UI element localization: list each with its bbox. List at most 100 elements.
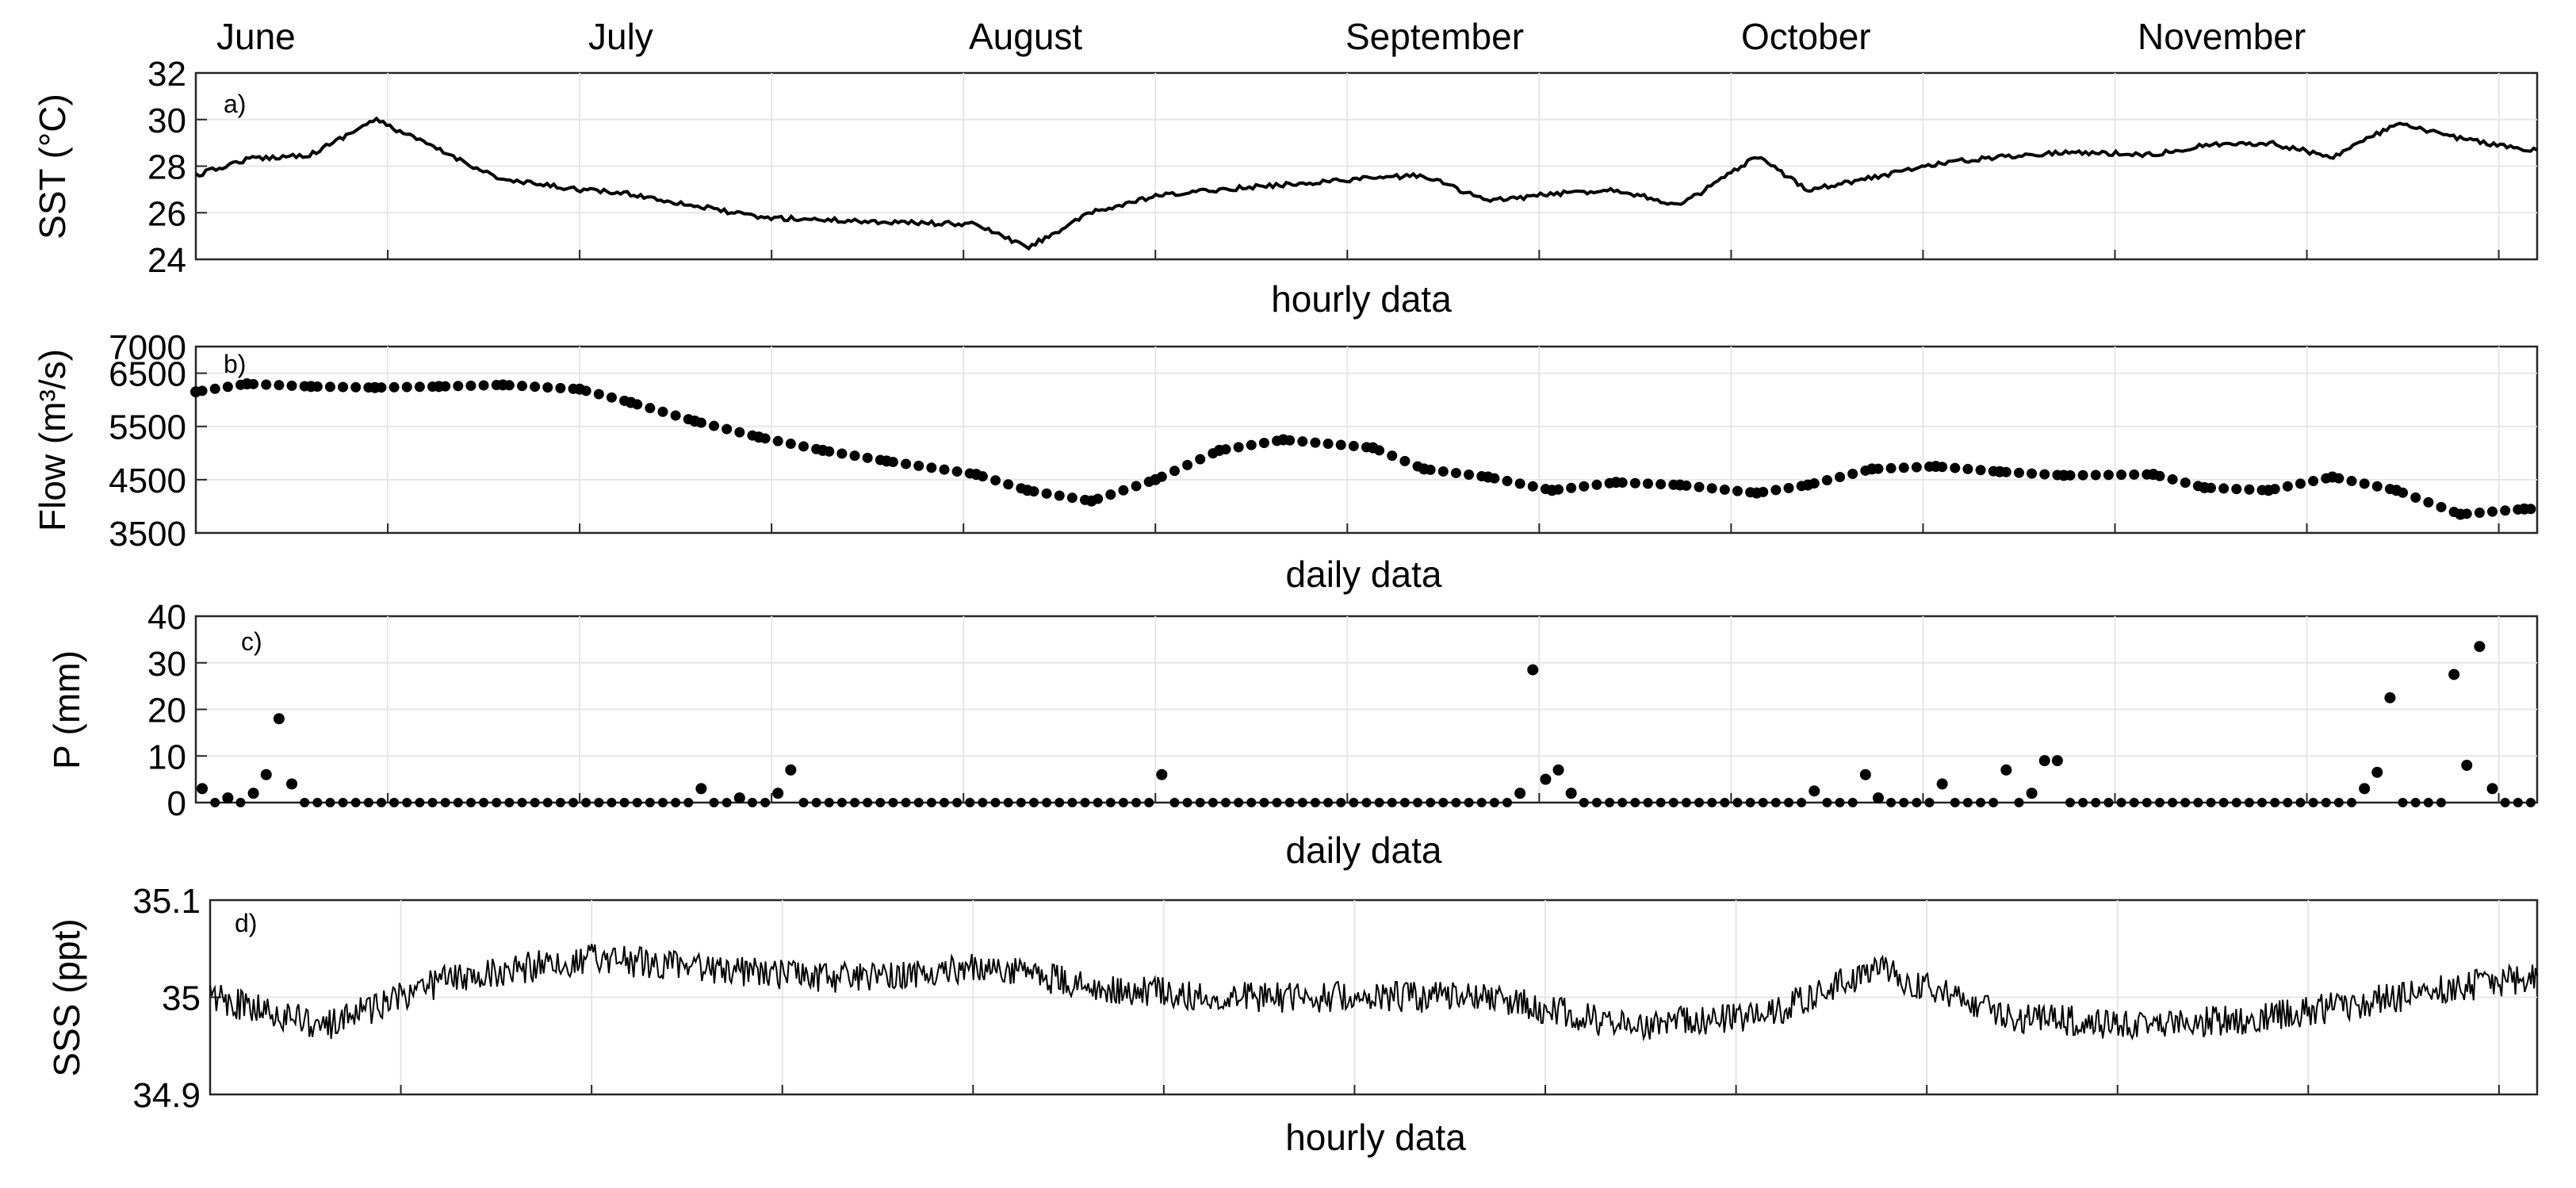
data-point (2038, 755, 2050, 767)
data-point (2013, 467, 2024, 478)
y-tick-label: 3500 (109, 515, 186, 554)
month-label-november: November (2138, 16, 2306, 57)
data-point (2326, 471, 2338, 483)
data-point (1872, 792, 1884, 804)
panel-precip-label: c) (241, 627, 262, 656)
data-point (1719, 484, 1730, 495)
data-point-zero (2116, 798, 2126, 807)
panel-sss-marks (209, 944, 2538, 1042)
data-point (1310, 437, 1321, 448)
data-point (1706, 483, 1717, 494)
data-point (222, 792, 234, 804)
data-point-zero (453, 798, 463, 807)
data-point (1975, 465, 1986, 476)
data-point (1770, 485, 1782, 496)
data-point (453, 381, 464, 392)
data-point (1041, 488, 1052, 499)
panel-flow-frame (194, 345, 2539, 535)
panel-sss-ylabel: SSS (ppt) (46, 918, 87, 1076)
data-point-zero (1169, 798, 1180, 807)
data-point-zero (1272, 798, 1282, 807)
data-point (709, 420, 720, 431)
data-point (593, 389, 604, 400)
data-point (2295, 478, 2306, 489)
data-point-zero (836, 798, 847, 807)
data-point (530, 381, 541, 393)
data-point (338, 381, 349, 393)
data-point-zero (722, 798, 732, 807)
data-point (1418, 463, 1430, 475)
data-point (1450, 467, 1461, 478)
data-point (1674, 479, 1686, 491)
data-point-zero (363, 798, 373, 807)
data-point (273, 713, 285, 725)
data-point-zero (952, 798, 963, 807)
data-point (1169, 466, 1180, 477)
data-point (1898, 462, 1909, 473)
data-point (785, 439, 796, 450)
data-point-zero (2410, 798, 2421, 807)
data-point (689, 416, 701, 427)
month-label-july: July (588, 16, 653, 57)
data-point-zero (926, 798, 936, 807)
data-point-zero (210, 798, 220, 807)
data-point (1579, 481, 1590, 492)
panel-sss-yticks: 35.1 35 34.9 (132, 882, 201, 1115)
data-point (497, 379, 509, 391)
data-point (261, 379, 272, 390)
data-point-zero (1131, 798, 1142, 807)
data-point (2500, 505, 2511, 516)
month-labels: June July August September October Novem… (216, 16, 2306, 57)
data-point-zero (1502, 798, 1513, 807)
data-point (286, 778, 298, 790)
data-point-zero (2014, 798, 2024, 807)
data-point-zero (1195, 798, 1205, 807)
data-point-zero (325, 798, 335, 807)
data-point-zero (2308, 798, 2318, 807)
data-point (197, 783, 209, 795)
data-point-zero (1668, 798, 1678, 807)
data-point-zero (863, 798, 873, 807)
data-point (1195, 454, 1206, 465)
data-point-zero (1182, 798, 1192, 807)
y-tick-label: 0 (167, 784, 186, 823)
data-point (970, 469, 982, 481)
data-point-zero (376, 798, 386, 807)
panel-sst-yticks: 32 30 28 26 24 (147, 55, 186, 280)
data-point-zero (1003, 798, 1013, 807)
data-point-zero (568, 798, 579, 807)
data-point-zero (1246, 798, 1257, 807)
data-point-zero (479, 798, 489, 807)
data-point (1835, 472, 1846, 482)
panel-precip-ylabel: P (mm) (46, 650, 87, 769)
data-point-zero (1707, 798, 1717, 807)
data-point (465, 380, 477, 391)
data-point-zero (1630, 798, 1640, 807)
panel-precip-marks (197, 641, 2536, 807)
data-point (516, 381, 527, 392)
data-point (733, 792, 745, 804)
data-point-zero (798, 798, 809, 807)
data-point-zero (542, 798, 553, 807)
data-point (190, 386, 201, 398)
data-point-zero (1950, 798, 1960, 807)
data-point (753, 431, 765, 443)
data-point-zero (978, 798, 988, 807)
data-point (670, 410, 681, 421)
data-point-zero (2423, 798, 2433, 807)
data-point-zero (2154, 798, 2165, 807)
data-point-zero (492, 798, 502, 807)
data-point-zero (2129, 798, 2139, 807)
data-point-zero (1426, 798, 1436, 807)
data-point-zero (1080, 798, 1090, 807)
data-point (1258, 438, 1269, 449)
data-point-zero (939, 798, 949, 807)
data-point (2051, 755, 2063, 767)
data-point (2436, 501, 2447, 512)
data-point (2103, 469, 2114, 481)
data-point (1911, 462, 1922, 473)
data-point (2231, 484, 2242, 495)
data-point (1930, 461, 1942, 473)
data-point-zero (990, 798, 1001, 807)
data-point-zero (504, 798, 515, 807)
